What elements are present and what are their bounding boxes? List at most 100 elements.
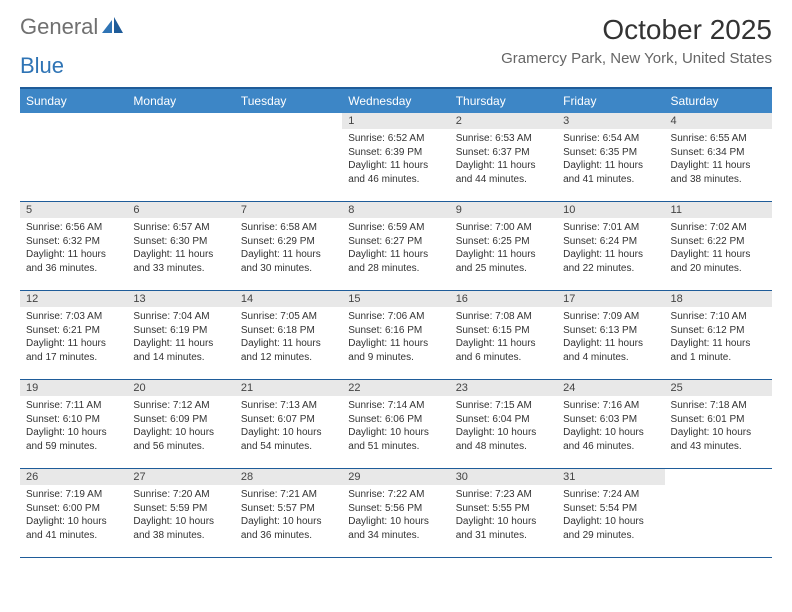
week-row: 19Sunrise: 7:11 AMSunset: 6:10 PMDayligh… <box>20 380 772 469</box>
sunrise-text: Sunrise: 7:02 AM <box>671 221 766 235</box>
day-body <box>127 129 234 136</box>
day-body <box>20 129 127 136</box>
daylight-text: Daylight: 11 hours and 17 minutes. <box>26 337 121 364</box>
day-number: 1 <box>342 113 449 129</box>
day-number: 7 <box>235 202 342 218</box>
sunset-text: Sunset: 6:04 PM <box>456 413 551 427</box>
day-number: 9 <box>450 202 557 218</box>
day-number: 23 <box>450 380 557 396</box>
day-number: 4 <box>665 113 772 129</box>
day-number: 16 <box>450 291 557 307</box>
daylight-text: Daylight: 11 hours and 38 minutes. <box>671 159 766 186</box>
daylight-text: Daylight: 11 hours and 36 minutes. <box>26 248 121 275</box>
day-body: Sunrise: 7:08 AMSunset: 6:15 PMDaylight:… <box>450 307 557 368</box>
day-header-sunday: Sunday <box>20 89 127 113</box>
sunrise-text: Sunrise: 6:56 AM <box>26 221 121 235</box>
day-body: Sunrise: 7:24 AMSunset: 5:54 PMDaylight:… <box>557 485 664 546</box>
day-cell: 28Sunrise: 7:21 AMSunset: 5:57 PMDayligh… <box>235 469 342 557</box>
week-row: 12Sunrise: 7:03 AMSunset: 6:21 PMDayligh… <box>20 291 772 380</box>
daylight-text: Daylight: 10 hours and 59 minutes. <box>26 426 121 453</box>
sunrise-text: Sunrise: 6:54 AM <box>563 132 658 146</box>
sunset-text: Sunset: 6:09 PM <box>133 413 228 427</box>
calendar-page: General October 2025 Gramercy Park, New … <box>0 0 792 612</box>
day-number: 29 <box>342 469 449 485</box>
day-number: 11 <box>665 202 772 218</box>
day-header-thursday: Thursday <box>450 89 557 113</box>
day-number: 13 <box>127 291 234 307</box>
day-body: Sunrise: 7:12 AMSunset: 6:09 PMDaylight:… <box>127 396 234 457</box>
daylight-text: Daylight: 10 hours and 54 minutes. <box>241 426 336 453</box>
sunset-text: Sunset: 6:10 PM <box>26 413 121 427</box>
day-cell: 1Sunrise: 6:52 AMSunset: 6:39 PMDaylight… <box>342 113 449 201</box>
day-body: Sunrise: 7:03 AMSunset: 6:21 PMDaylight:… <box>20 307 127 368</box>
day-cell: 27Sunrise: 7:20 AMSunset: 5:59 PMDayligh… <box>127 469 234 557</box>
day-cell: 21Sunrise: 7:13 AMSunset: 6:07 PMDayligh… <box>235 380 342 468</box>
day-cell: 8Sunrise: 6:59 AMSunset: 6:27 PMDaylight… <box>342 202 449 290</box>
day-body: Sunrise: 7:19 AMSunset: 6:00 PMDaylight:… <box>20 485 127 546</box>
day-body: Sunrise: 6:55 AMSunset: 6:34 PMDaylight:… <box>665 129 772 190</box>
sunset-text: Sunset: 6:22 PM <box>671 235 766 249</box>
sunset-text: Sunset: 6:25 PM <box>456 235 551 249</box>
title-block: October 2025 Gramercy Park, New York, Un… <box>501 14 772 67</box>
day-cell: 16Sunrise: 7:08 AMSunset: 6:15 PMDayligh… <box>450 291 557 379</box>
day-number <box>127 113 234 129</box>
sunrise-text: Sunrise: 6:57 AM <box>133 221 228 235</box>
day-cell: 13Sunrise: 7:04 AMSunset: 6:19 PMDayligh… <box>127 291 234 379</box>
day-body: Sunrise: 7:23 AMSunset: 5:55 PMDaylight:… <box>450 485 557 546</box>
daylight-text: Daylight: 11 hours and 28 minutes. <box>348 248 443 275</box>
day-number <box>235 113 342 129</box>
day-cell: 24Sunrise: 7:16 AMSunset: 6:03 PMDayligh… <box>557 380 664 468</box>
day-body: Sunrise: 7:13 AMSunset: 6:07 PMDaylight:… <box>235 396 342 457</box>
day-number: 8 <box>342 202 449 218</box>
sunset-text: Sunset: 5:57 PM <box>241 502 336 516</box>
daylight-text: Daylight: 11 hours and 9 minutes. <box>348 337 443 364</box>
daylight-text: Daylight: 11 hours and 22 minutes. <box>563 248 658 275</box>
weeks-container: 1Sunrise: 6:52 AMSunset: 6:39 PMDaylight… <box>20 113 772 558</box>
sunrise-text: Sunrise: 6:58 AM <box>241 221 336 235</box>
day-body: Sunrise: 7:15 AMSunset: 6:04 PMDaylight:… <box>450 396 557 457</box>
sunrise-text: Sunrise: 7:03 AM <box>26 310 121 324</box>
day-cell: 15Sunrise: 7:06 AMSunset: 6:16 PMDayligh… <box>342 291 449 379</box>
day-body: Sunrise: 6:52 AMSunset: 6:39 PMDaylight:… <box>342 129 449 190</box>
sunrise-text: Sunrise: 7:20 AM <box>133 488 228 502</box>
sunset-text: Sunset: 6:15 PM <box>456 324 551 338</box>
week-row: 1Sunrise: 6:52 AMSunset: 6:39 PMDaylight… <box>20 113 772 202</box>
sunset-text: Sunset: 6:24 PM <box>563 235 658 249</box>
day-cell: 30Sunrise: 7:23 AMSunset: 5:55 PMDayligh… <box>450 469 557 557</box>
day-number: 2 <box>450 113 557 129</box>
day-number: 10 <box>557 202 664 218</box>
day-number: 17 <box>557 291 664 307</box>
daylight-text: Daylight: 10 hours and 56 minutes. <box>133 426 228 453</box>
day-number: 21 <box>235 380 342 396</box>
sunset-text: Sunset: 6:19 PM <box>133 324 228 338</box>
daylight-text: Daylight: 11 hours and 6 minutes. <box>456 337 551 364</box>
daylight-text: Daylight: 11 hours and 14 minutes. <box>133 337 228 364</box>
day-number: 30 <box>450 469 557 485</box>
day-body <box>665 485 772 492</box>
logo-text-general: General <box>20 14 98 40</box>
daylight-text: Daylight: 10 hours and 43 minutes. <box>671 426 766 453</box>
daylight-text: Daylight: 10 hours and 38 minutes. <box>133 515 228 542</box>
sunrise-text: Sunrise: 6:52 AM <box>348 132 443 146</box>
sunset-text: Sunset: 6:13 PM <box>563 324 658 338</box>
sunrise-text: Sunrise: 7:01 AM <box>563 221 658 235</box>
daylight-text: Daylight: 11 hours and 46 minutes. <box>348 159 443 186</box>
day-cell: 22Sunrise: 7:14 AMSunset: 6:06 PMDayligh… <box>342 380 449 468</box>
sunrise-text: Sunrise: 7:19 AM <box>26 488 121 502</box>
sunset-text: Sunset: 6:30 PM <box>133 235 228 249</box>
sunset-text: Sunset: 6:06 PM <box>348 413 443 427</box>
day-cell: 9Sunrise: 7:00 AMSunset: 6:25 PMDaylight… <box>450 202 557 290</box>
sunrise-text: Sunrise: 7:18 AM <box>671 399 766 413</box>
day-body: Sunrise: 7:14 AMSunset: 6:06 PMDaylight:… <box>342 396 449 457</box>
day-body: Sunrise: 7:11 AMSunset: 6:10 PMDaylight:… <box>20 396 127 457</box>
day-cell: 17Sunrise: 7:09 AMSunset: 6:13 PMDayligh… <box>557 291 664 379</box>
calendar-grid: SundayMondayTuesdayWednesdayThursdayFrid… <box>20 87 772 558</box>
day-header-saturday: Saturday <box>665 89 772 113</box>
day-cell: 26Sunrise: 7:19 AMSunset: 6:00 PMDayligh… <box>20 469 127 557</box>
location-text: Gramercy Park, New York, United States <box>501 50 772 67</box>
day-number: 26 <box>20 469 127 485</box>
day-number: 18 <box>665 291 772 307</box>
day-cell: 5Sunrise: 6:56 AMSunset: 6:32 PMDaylight… <box>20 202 127 290</box>
sunrise-text: Sunrise: 7:00 AM <box>456 221 551 235</box>
sunset-text: Sunset: 6:07 PM <box>241 413 336 427</box>
